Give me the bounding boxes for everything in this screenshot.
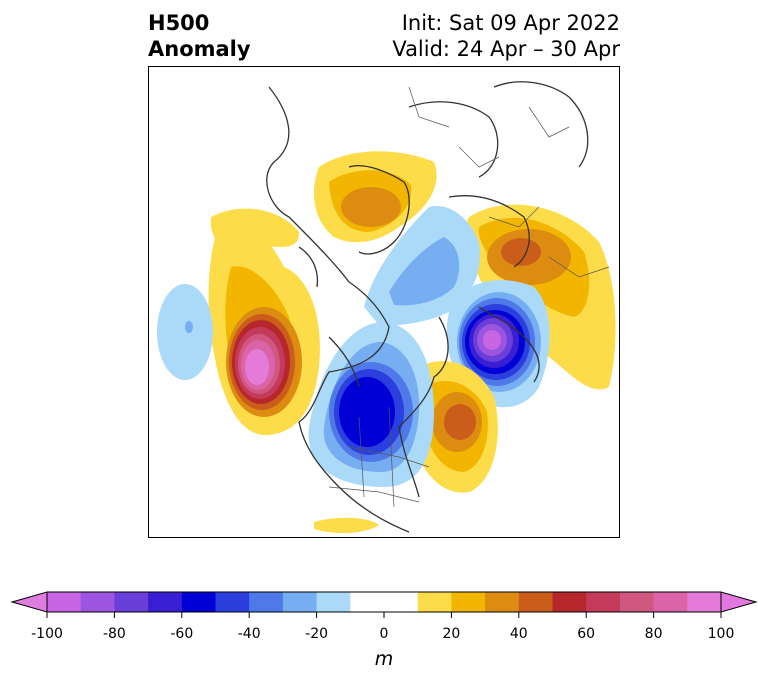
- colorbar-tick-label: -60: [170, 626, 194, 642]
- colorbar-under-arrow: [10, 591, 48, 613]
- colorbar-cell: [148, 592, 183, 612]
- colorbar: [10, 591, 758, 618]
- valid-range: Valid: 24 Apr – 30 Apr: [392, 37, 620, 61]
- trough-pacific: [157, 284, 213, 380]
- colorbar-unit: m: [374, 648, 394, 670]
- trough-arctic: [364, 206, 480, 326]
- colorbar-cell: [619, 592, 655, 612]
- colorbar-tick-label: 40: [509, 626, 528, 642]
- colorbar-cell: [181, 592, 216, 612]
- colorbar-cell: [653, 592, 688, 612]
- ridge-west-strip: [210, 208, 299, 249]
- colorbar-cell: [114, 592, 149, 612]
- ridge-gulf: [314, 517, 379, 534]
- colorbar-tick-label: -40: [237, 626, 261, 642]
- colorbar-cell: [687, 592, 722, 612]
- title-field: Anomaly: [148, 37, 251, 61]
- colorbar-ticks: [46, 612, 722, 618]
- ridge-arctic: [314, 151, 437, 243]
- anomaly-map: [148, 66, 620, 538]
- map-canvas: [157, 81, 616, 534]
- map-dates: Init: Sat 09 Apr 2022 Valid: 24 Apr – 30…: [392, 10, 620, 62]
- coastlines: [266, 81, 589, 533]
- colorbar-cell: [350, 592, 385, 612]
- colorbar-tick-label: -20: [305, 626, 329, 642]
- colorbar-cell: [552, 592, 587, 612]
- colorbar-cell: [282, 592, 318, 612]
- colorbar-tick-label: -100: [31, 626, 63, 642]
- colorbar-tick-label: -80: [102, 626, 126, 642]
- ridge-pacific: [208, 216, 320, 436]
- colorbar-cell: [80, 592, 115, 612]
- colorbar-cells: [47, 592, 722, 612]
- colorbar-cell: [215, 592, 250, 612]
- colorbar-cell: [417, 592, 452, 612]
- colorbar-cell: [518, 592, 553, 612]
- colorbar-tick-label: 100: [707, 626, 735, 642]
- colorbar-tick-label: 80: [644, 626, 663, 642]
- colorbar-over-arrow: [720, 591, 758, 613]
- colorbar-cell: [586, 592, 621, 612]
- init-date: Init: Sat 09 Apr 2022: [401, 11, 620, 35]
- colorbar-tick-label: 20: [442, 626, 461, 642]
- colorbar-cell: [249, 592, 284, 612]
- map-title: H500 Anomaly: [148, 10, 251, 62]
- colorbar-cell: [451, 592, 486, 612]
- colorbar-tick-label: 60: [577, 626, 596, 642]
- colorbar-tick-label: 0: [379, 626, 389, 642]
- colorbar-cell: [485, 592, 520, 612]
- trough-north-america: [308, 322, 434, 487]
- colorbar-cell: [384, 592, 419, 612]
- borders: [328, 86, 610, 508]
- title-variable: H500: [148, 11, 210, 35]
- colorbar-cell: [47, 592, 82, 612]
- colorbar-cell: [316, 592, 351, 612]
